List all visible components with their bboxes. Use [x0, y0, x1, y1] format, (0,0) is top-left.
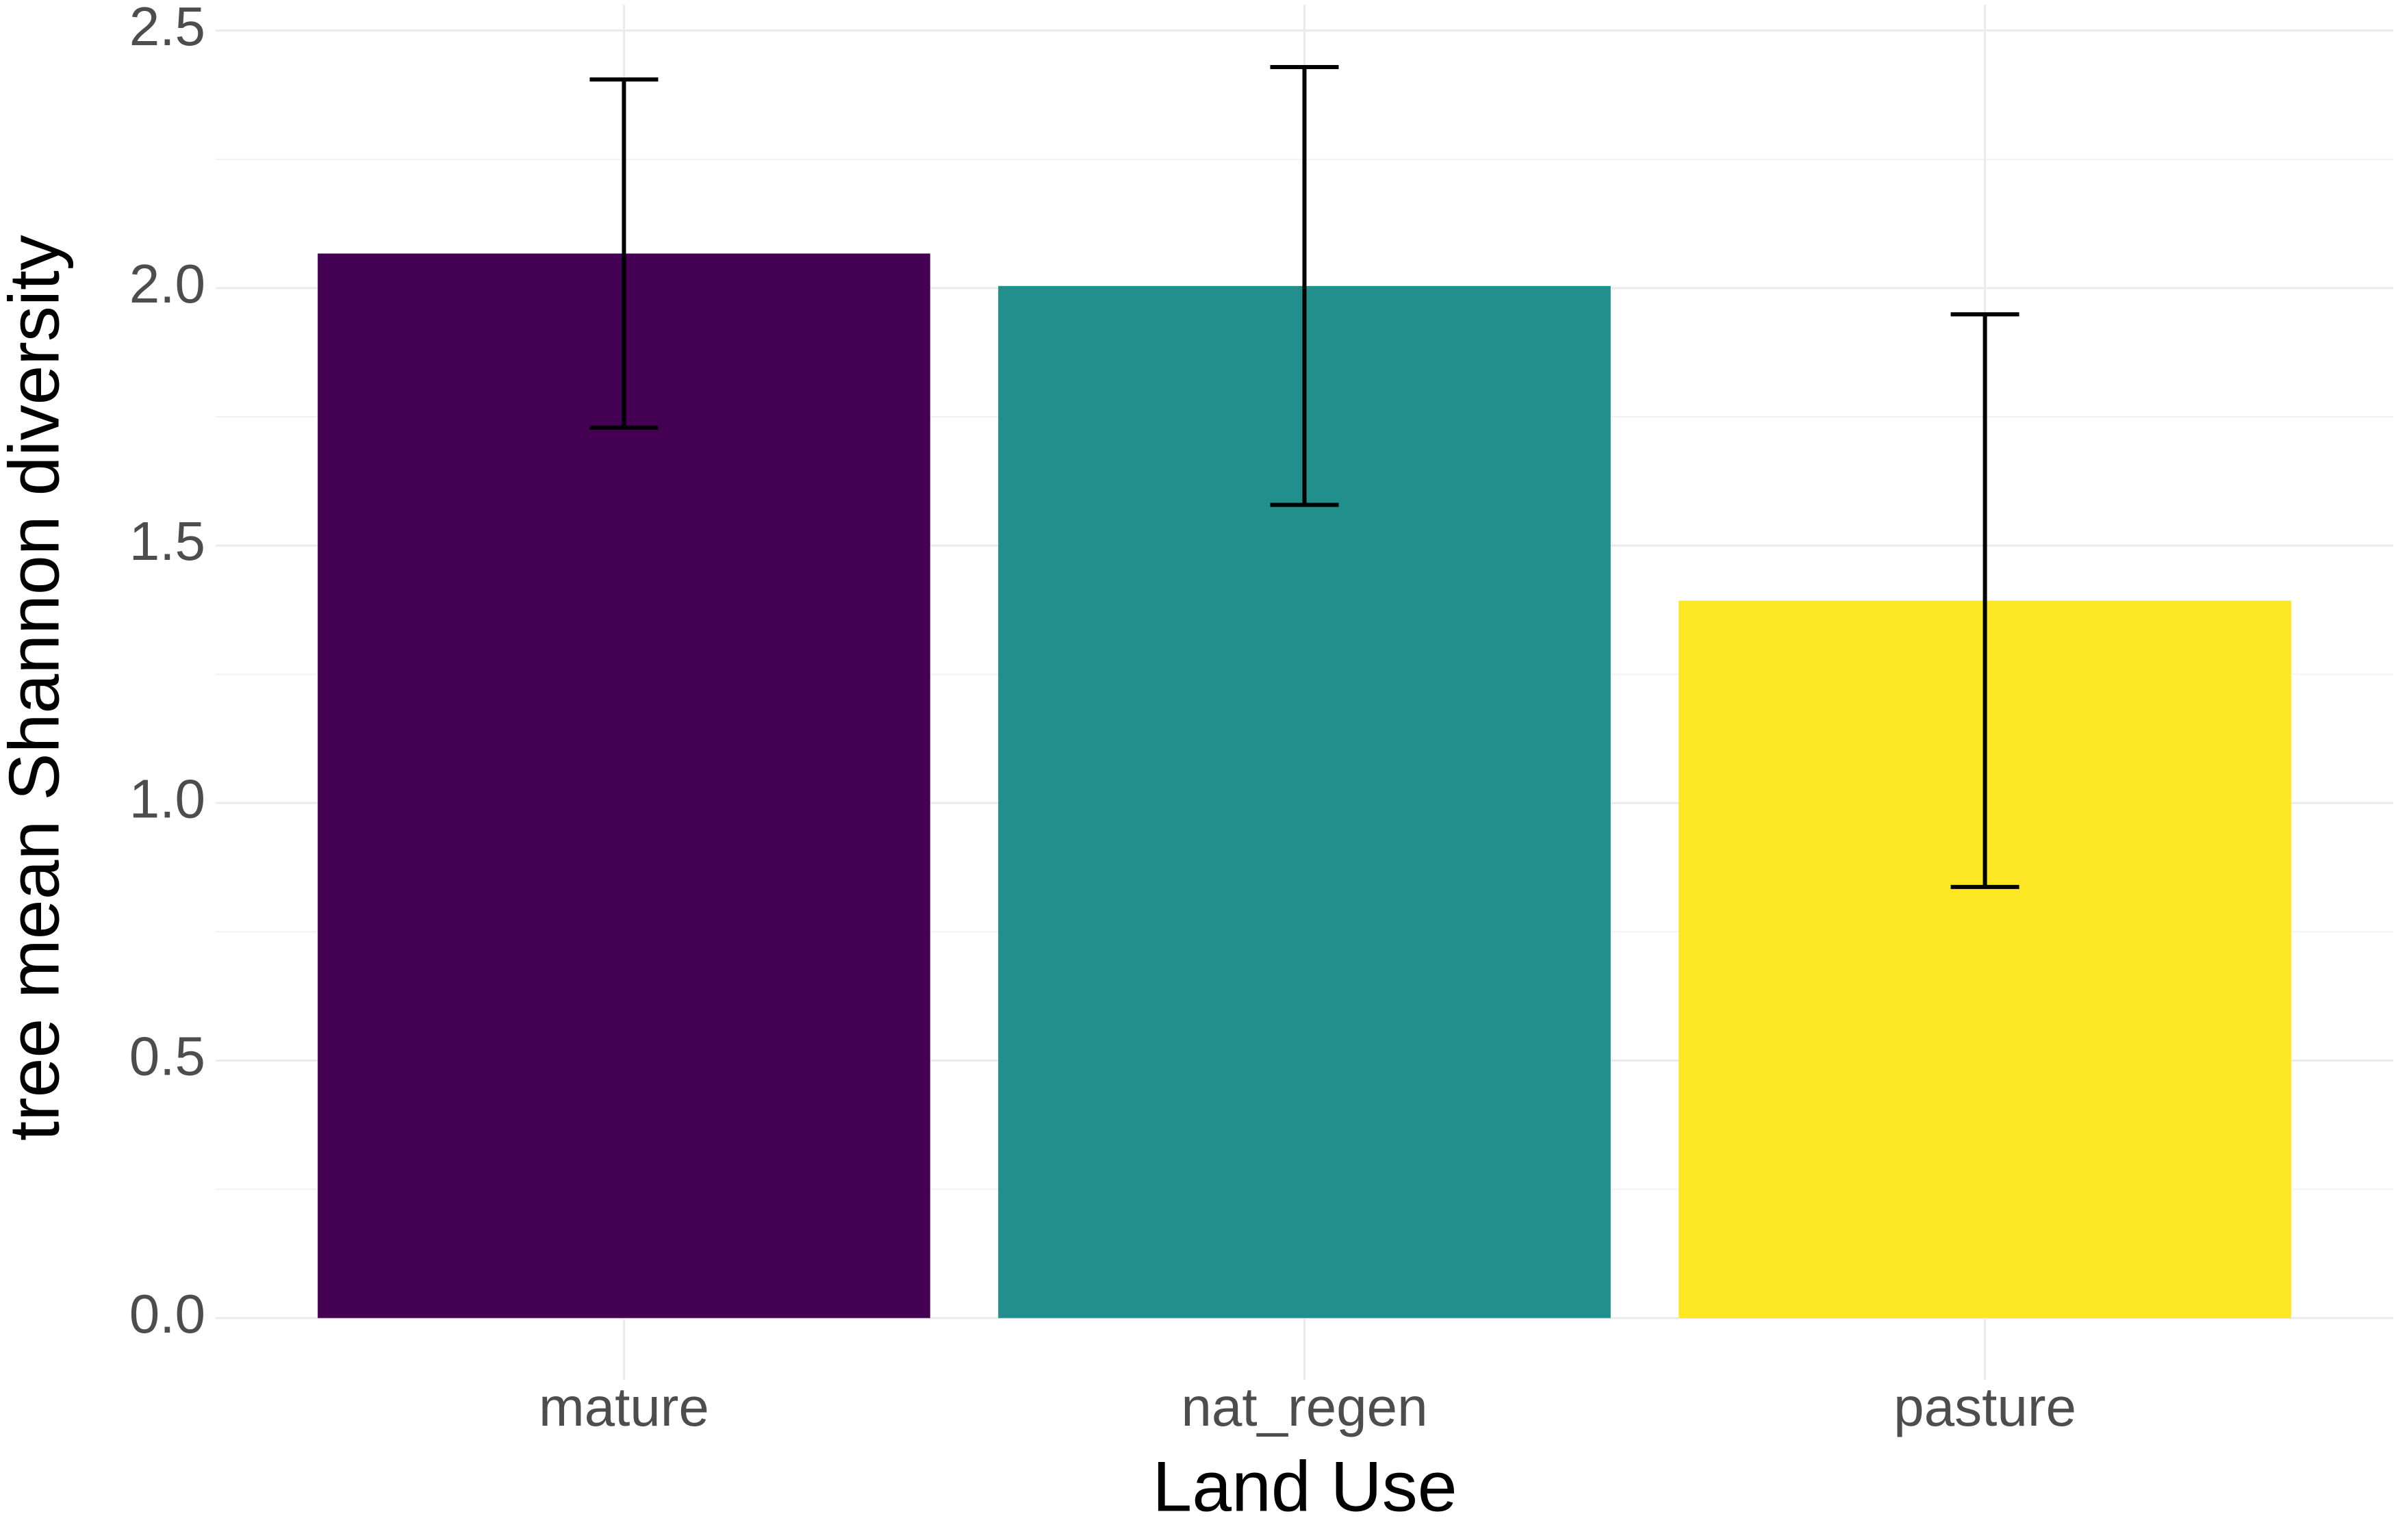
- error-bar: [1270, 65, 1339, 507]
- bar: [318, 253, 930, 1318]
- x-tick-label: nat_regen: [1181, 1376, 1427, 1437]
- y-tick-label: 0.0: [129, 1283, 205, 1344]
- error-bar: [589, 77, 659, 430]
- x-axis-title: Land Use: [1152, 1447, 1457, 1526]
- y-tick-label: 2.5: [129, 0, 205, 57]
- y-tick-label: 1.0: [129, 768, 205, 829]
- y-tick-label: 0.5: [129, 1026, 205, 1087]
- x-tick-label: mature: [539, 1376, 709, 1437]
- x-tick-label: pasture: [1894, 1376, 2076, 1437]
- y-tick-label: 2.0: [129, 253, 205, 314]
- error-bar: [1950, 312, 2019, 889]
- y-tick-label: 1.5: [129, 511, 205, 572]
- y-axis-title: tree mean Shannon diversity: [0, 235, 74, 1141]
